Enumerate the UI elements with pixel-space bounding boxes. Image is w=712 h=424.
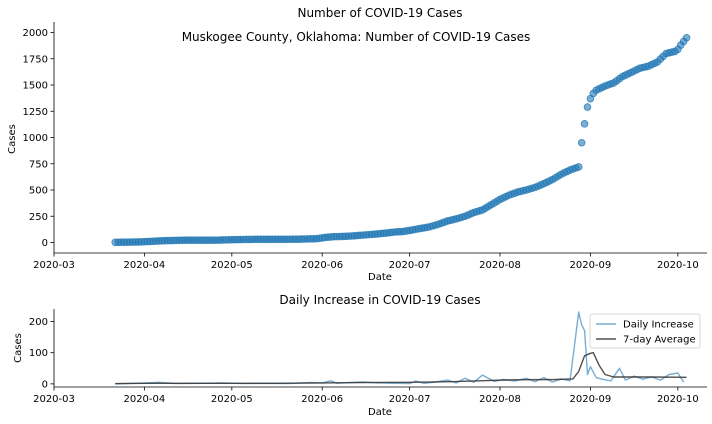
data-point — [683, 34, 690, 41]
data-point — [584, 104, 591, 111]
x-tick-label: 2020-03 — [33, 394, 75, 405]
y-axis-label: Cases — [13, 333, 24, 363]
legend: Daily Increase 7-day Average — [590, 314, 700, 348]
data-point — [575, 164, 582, 171]
chart-title: Daily Increase in COVID-19 Cases — [279, 293, 480, 307]
y-tick-label: 2000 — [23, 28, 48, 39]
y-tick-label: 1500 — [23, 81, 48, 92]
x-tick-label: 2020-04 — [123, 260, 165, 271]
legend-label-daily: Daily Increase — [623, 320, 694, 331]
x-tick-label: 2020-06 — [301, 394, 343, 405]
x-tick-label: 2020-07 — [389, 394, 431, 405]
y-tick-label: 0 — [42, 379, 48, 390]
x-axis-label: Date — [368, 272, 392, 283]
cases-scatter — [112, 34, 690, 245]
cumulative-cases-chart: Number of COVID-19 Cases Muskogee County… — [7, 6, 707, 283]
chart-annotation: Muskogee County, Oklahoma: Number of COV… — [182, 30, 531, 44]
y-tick-label: 200 — [29, 317, 48, 328]
data-point — [581, 120, 588, 127]
y-tick-label: 0 — [42, 238, 48, 249]
y-tick-label: 1250 — [23, 107, 48, 118]
x-tick-label: 2020-05 — [211, 260, 253, 271]
data-point — [578, 139, 585, 146]
x-tick-label: 2020-08 — [479, 394, 521, 405]
y-tick-label: 100 — [29, 348, 48, 359]
x-tick-label: 2020-07 — [389, 260, 431, 271]
x-tick-label: 2020-10 — [657, 394, 699, 405]
chart-title: Number of COVID-19 Cases — [297, 6, 462, 20]
x-tick-label: 2020-06 — [301, 260, 343, 271]
x-tick-label: 2020-04 — [123, 394, 165, 405]
x-tick-label: 2020-05 — [211, 394, 253, 405]
y-tick-label: 1000 — [23, 133, 48, 144]
legend-label-average: 7-day Average — [623, 335, 696, 346]
y-tick-label: 1750 — [23, 54, 48, 65]
y-tick-label: 500 — [29, 186, 48, 197]
x-tick-label: 2020-10 — [657, 260, 699, 271]
x-tick-label: 2020-08 — [479, 260, 521, 271]
x-tick-label: 2020-09 — [569, 260, 611, 271]
daily-increase-chart: Daily Increase in COVID-19 Cases 2020-03… — [13, 293, 707, 418]
x-tick-label: 2020-03 — [33, 260, 75, 271]
y-tick-label: 250 — [29, 212, 48, 223]
y-axis-label: Cases — [7, 124, 18, 154]
y-tick-label: 750 — [29, 159, 48, 170]
x-axis-label: Date — [368, 407, 392, 418]
x-tick-label: 2020-09 — [569, 394, 611, 405]
